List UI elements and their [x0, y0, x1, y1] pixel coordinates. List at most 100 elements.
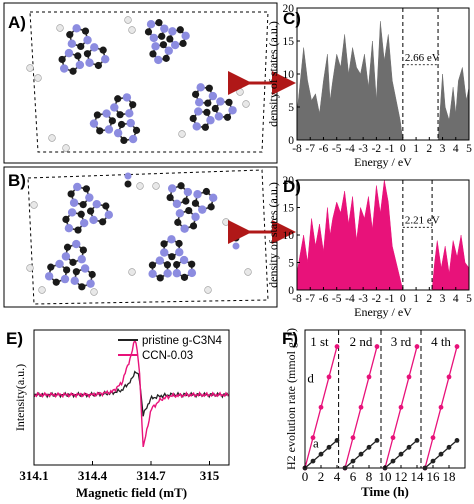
x-tick-label: -7: [305, 293, 315, 305]
nitrogen-atom: [228, 106, 237, 115]
carbon-atom: [124, 180, 132, 188]
nitrogen-atom: [164, 46, 173, 55]
x-tick-label: 14: [411, 469, 425, 484]
panel-label: C): [283, 9, 301, 28]
nitrogen-atom: [61, 252, 71, 261]
nitrogen-atom: [175, 247, 184, 257]
nitrogen-atom: [216, 97, 225, 106]
nitrogen-atom: [60, 274, 70, 284]
carbon-atom: [63, 266, 71, 274]
carbon-atom: [175, 239, 183, 248]
nitrogen-atom: [55, 259, 64, 269]
gap-label: 2.21 eV: [405, 214, 440, 226]
x-tick-label: -2: [372, 293, 382, 305]
data-point: [398, 404, 404, 410]
carbon-atom: [204, 99, 212, 107]
series-d-label: d: [307, 370, 314, 385]
nitrogen-atom: [160, 248, 169, 257]
nitrogen-atom: [126, 118, 135, 128]
nitrogen-atom: [85, 193, 94, 202]
carbon-atom: [99, 46, 107, 54]
nitrogen-atom: [160, 24, 169, 33]
nitrogen-atom: [73, 182, 82, 192]
x-tick-label: 0: [400, 293, 406, 305]
carbon-atom: [174, 218, 182, 226]
nitrogen-atom: [67, 208, 77, 217]
data-point: [310, 435, 316, 441]
x-tick-label: 4: [453, 293, 459, 305]
panel-a-structure: A): [3, 2, 278, 164]
nitrogen-atom: [154, 55, 163, 65]
x-tick-label: 315: [200, 468, 220, 483]
carbon-atom: [82, 185, 90, 193]
x-tick-label: -7: [305, 143, 315, 155]
panel-b-label: B): [8, 171, 26, 190]
nitrogen-atom: [148, 269, 157, 279]
x-tick-label: 8: [366, 469, 373, 484]
carbon-atom: [62, 215, 70, 223]
nitrogen-atom: [122, 93, 132, 102]
x-tick-label: 2: [426, 293, 432, 305]
data-point: [318, 451, 324, 457]
nitrogen-atom: [44, 272, 54, 281]
y-axis-label: H2 evolution rate (mmol g-1): [284, 328, 298, 470]
nitrogen-atom: [170, 40, 180, 50]
data-point: [398, 451, 404, 457]
carbon-atom: [168, 253, 176, 261]
x-tick-label: -8: [292, 143, 302, 155]
y-tick-label: 20: [283, 3, 295, 15]
x-tick-label: -3: [358, 293, 368, 305]
carbon-atom: [77, 210, 85, 218]
carbon-atom: [52, 278, 60, 286]
nitrogen-atom: [194, 107, 203, 116]
hydrogen-atom: [178, 130, 186, 138]
carbon-atom: [81, 27, 90, 35]
x-tick-label: -8: [292, 293, 302, 305]
chart-f-h2-evolution: F) 1 st 2 nd 3 rd 4 th d a 0 2 4 6 8 10 12 14 16 18 Time …: [282, 328, 466, 499]
data-point: [446, 374, 452, 380]
x-tick-label: 3: [440, 143, 446, 155]
cycle-label: 2 nd: [350, 334, 373, 349]
x-tick-label: 10: [379, 469, 392, 484]
nitrogen-atom: [163, 269, 172, 278]
nitrogen-atom: [110, 103, 119, 112]
hydrogen-atom: [34, 74, 42, 82]
carbon-atom: [223, 113, 232, 121]
molecule-structure-a: [26, 16, 250, 152]
data-point: [318, 404, 324, 410]
x-tick-label: -4: [345, 293, 355, 305]
carbon-atom: [201, 123, 209, 131]
nitrogen-atom: [214, 112, 224, 121]
carbon-atom: [166, 193, 174, 202]
nitrogen-atom: [79, 218, 89, 228]
carbon-atom: [74, 52, 82, 60]
carbon-atom: [173, 260, 181, 269]
nitrogen-atom: [232, 242, 240, 250]
x-tick-label: 1: [413, 293, 419, 305]
nitrogen-atom: [67, 39, 77, 48]
hydrogen-atom: [56, 24, 64, 32]
data-point: [334, 344, 340, 349]
y-axis-label: Intensity(a.u.): [13, 364, 27, 431]
carbon-atom: [69, 67, 77, 75]
nitrogen-atom: [69, 198, 79, 207]
nitrogen-atom: [104, 210, 114, 220]
nitrogen-atom: [191, 212, 200, 222]
carbon-atom: [83, 50, 92, 58]
nitrogen-atom: [183, 187, 193, 197]
carbon-atom: [225, 98, 233, 106]
hydrogen-atom: [128, 268, 136, 276]
carbon-atom: [108, 117, 116, 125]
carbon-atom: [185, 206, 193, 215]
nitrogen-atom: [146, 20, 156, 29]
carbon-atom: [192, 90, 200, 98]
x-tick-label: 4: [334, 469, 341, 484]
x-tick-label: -3: [358, 143, 368, 155]
data-point: [438, 404, 444, 410]
carbon-atom: [132, 126, 141, 134]
hydrogen-atom: [236, 88, 244, 96]
carbon-atom: [191, 199, 200, 207]
hydrogen-atom: [26, 64, 34, 72]
data-point: [374, 344, 380, 349]
data-point: [342, 465, 348, 471]
